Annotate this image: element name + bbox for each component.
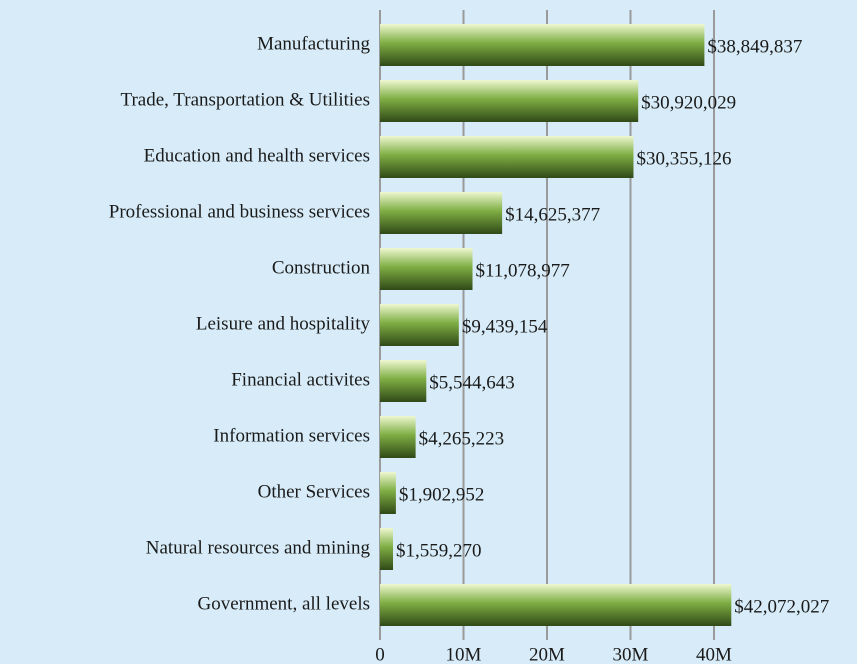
y-tick-label: Other Services bbox=[258, 481, 370, 502]
x-tick-label: 30M bbox=[613, 644, 649, 664]
bar bbox=[380, 472, 396, 514]
value-label: $38,849,837 bbox=[707, 36, 802, 57]
value-label: $5,544,643 bbox=[429, 372, 514, 393]
value-label: $9,439,154 bbox=[462, 316, 548, 337]
value-label: $30,920,029 bbox=[641, 92, 736, 113]
x-tick-label: 0 bbox=[375, 644, 385, 664]
value-label: $42,072,027 bbox=[734, 596, 829, 617]
y-tick-label: Government, all levels bbox=[197, 593, 370, 614]
bar bbox=[380, 136, 634, 178]
value-label: $30,355,126 bbox=[636, 148, 731, 169]
y-tick-label: Information services bbox=[213, 425, 370, 446]
x-tick-label: 10M bbox=[446, 644, 482, 664]
bar bbox=[380, 24, 705, 66]
x-tick-label: 40M bbox=[696, 644, 732, 664]
bar bbox=[380, 360, 427, 402]
value-label: $11,078,977 bbox=[476, 260, 570, 281]
bar bbox=[380, 528, 394, 570]
value-label: $4,265,223 bbox=[419, 428, 505, 449]
value-label: $14,625,377 bbox=[505, 204, 600, 225]
x-tick-label: 20M bbox=[529, 644, 565, 664]
y-tick-label: Leisure and hospitality bbox=[196, 313, 371, 334]
y-tick-label: Trade, Transportation & Utilities bbox=[121, 89, 370, 110]
bar bbox=[380, 192, 503, 234]
bar bbox=[380, 304, 459, 346]
value-label: $1,902,952 bbox=[399, 484, 485, 505]
y-tick-label: Financial activites bbox=[231, 369, 370, 390]
bar bbox=[380, 584, 732, 626]
value-label: $1,559,270 bbox=[396, 540, 482, 561]
y-tick-label: Construction bbox=[272, 257, 371, 278]
bar bbox=[380, 416, 416, 458]
y-tick-label: Education and health services bbox=[144, 145, 370, 166]
bar bbox=[380, 248, 473, 290]
y-tick-label: Manufacturing bbox=[257, 33, 370, 54]
y-tick-label: Natural resources and mining bbox=[146, 537, 371, 558]
y-tick-label: Professional and business services bbox=[109, 201, 370, 222]
bar bbox=[380, 80, 639, 122]
